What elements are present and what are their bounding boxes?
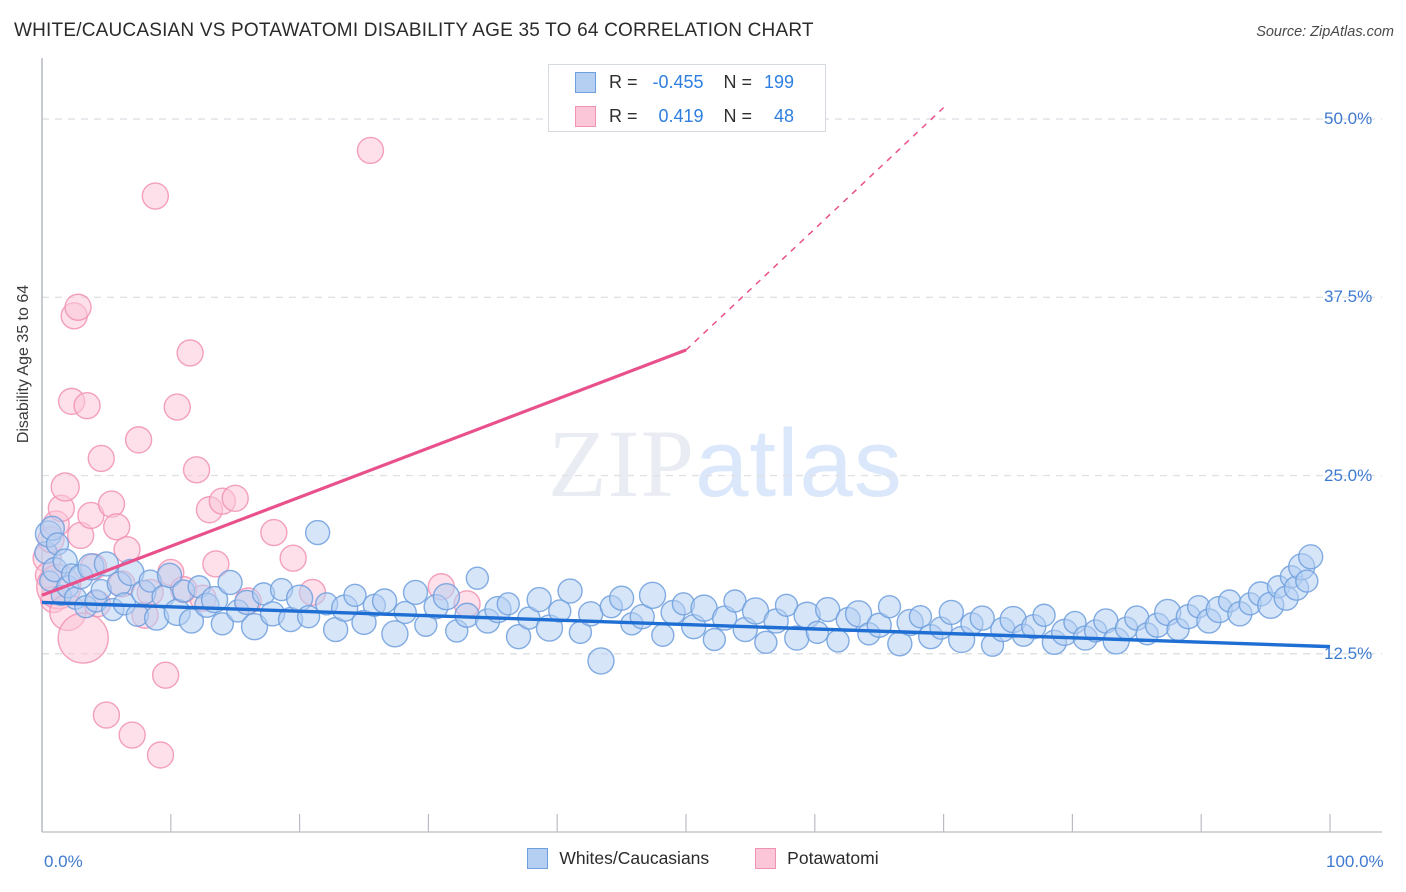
legend-label-whites: Whites/Caucasians xyxy=(559,848,710,868)
whites-caucasians-points xyxy=(34,515,1324,675)
series-legend: Whites/Caucasians Potawatomi xyxy=(0,848,1406,869)
legend-label-potawatomi: Potawatomi xyxy=(787,848,879,868)
potawatomi-trendline xyxy=(41,107,945,597)
stat-row-whites: R = -0.455 N = 199 xyxy=(549,65,825,99)
stat-n-label-whites: N = xyxy=(723,71,753,92)
x-axis-label-min: 0.0% xyxy=(44,852,83,871)
stat-r-label-potawatomi: R = xyxy=(609,105,638,126)
stat-row-potawatomi: R = 0.419 N = 48 xyxy=(549,99,825,133)
x-axis-ticks xyxy=(170,814,1331,832)
legend-item-whites[interactable]: Whites/Caucasians xyxy=(527,848,709,869)
source-attribution: Source: ZipAtlas.com xyxy=(1256,24,1394,40)
axis-lines xyxy=(41,58,1382,833)
stat-r-label-whites: R = xyxy=(609,71,638,92)
page-title: WHITE/CAUCASIAN VS POTAWATOMI DISABILITY… xyxy=(14,20,814,41)
whites-caucasians-trendline xyxy=(41,600,1331,649)
legend-swatch-whites xyxy=(527,848,549,869)
stat-r-value-whites: -0.455 xyxy=(652,71,704,92)
y-tick-label-1: 25.0% xyxy=(1324,465,1373,485)
correlation-stats-box: R = -0.455 N = 199 R = 0.419 N = 48 xyxy=(548,64,826,132)
gridlines xyxy=(42,118,1382,655)
y-tick-label-0: 12.5% xyxy=(1324,643,1373,663)
y-tick-label-3: 50.0% xyxy=(1324,109,1373,129)
stat-swatch-potawatomi xyxy=(575,105,596,127)
stat-n-label-potawatomi: N = xyxy=(723,105,753,126)
legend-item-potawatomi[interactable]: Potawatomi xyxy=(755,848,879,869)
y-tick-label-2: 37.5% xyxy=(1324,287,1373,307)
legend-swatch-potawatomi xyxy=(755,848,777,869)
x-axis-label-max: 100.0% xyxy=(1326,852,1384,871)
stat-n-value-whites: 199 xyxy=(763,71,795,92)
stat-r-value-potawatomi: 0.419 xyxy=(658,105,704,126)
stat-n-value-potawatomi: 48 xyxy=(774,105,795,126)
stat-swatch-whites xyxy=(575,71,596,93)
